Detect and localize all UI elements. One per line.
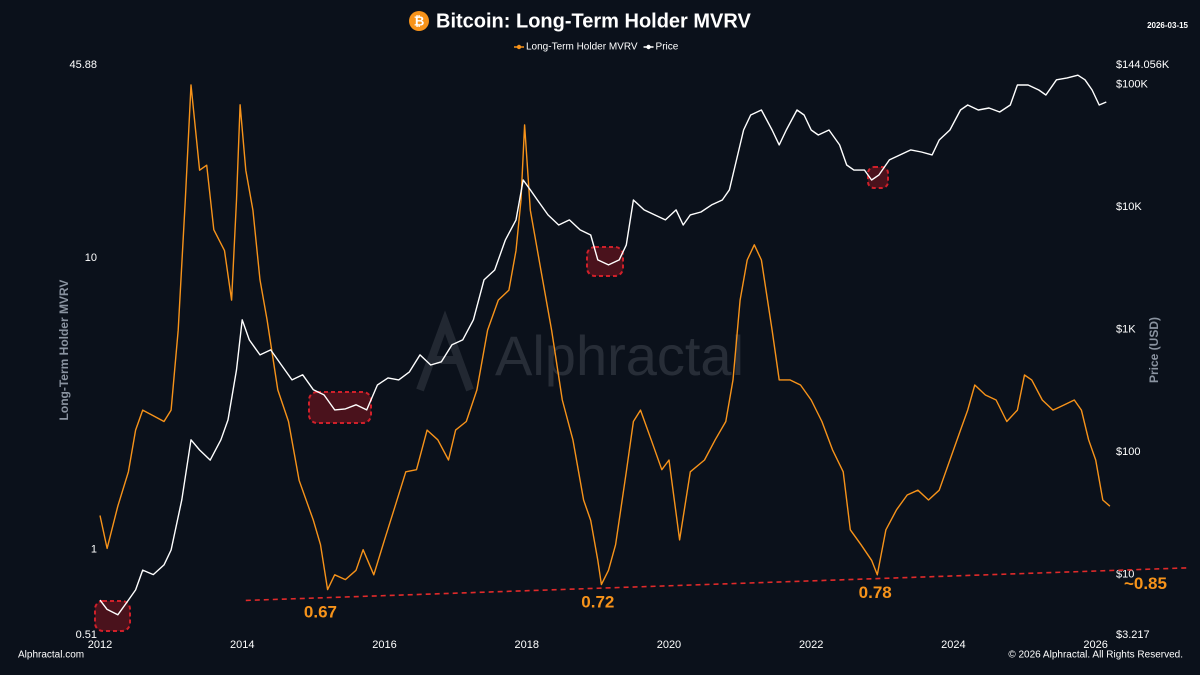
legend-label: Price (656, 42, 679, 53)
legend: Long-Term Holder MVRV Price (514, 42, 679, 53)
highlight-boxes (94, 166, 889, 632)
x-tick-label: 2014 (230, 639, 254, 651)
y2-tick-label: $100K (1116, 78, 1148, 90)
y2-tick-label: $3.217 (1116, 629, 1150, 641)
watermark: Alphractal (495, 324, 744, 387)
bitcoin-icon-symbol: ₿ (414, 13, 425, 28)
annotation: 0.72 (581, 593, 614, 612)
highlight-box (586, 246, 624, 277)
y-axis-title: Long-Term Holder MVRV (57, 280, 71, 421)
series-line (99, 74, 1107, 616)
date: 2026-03-15 (1147, 21, 1188, 30)
legend-marker (516, 44, 522, 50)
annotation: ~0.85 (1124, 574, 1167, 593)
x-tick-label: 2026 (1083, 639, 1107, 651)
annotation: 0.67 (304, 602, 337, 621)
x-tick-label: 2012 (88, 639, 112, 651)
y2-tick-label: $1K (1116, 323, 1136, 335)
highlight-box (867, 166, 889, 189)
x-tick-label: 2018 (514, 639, 538, 651)
bitcoin-icon (409, 11, 429, 31)
footer-copyright: © 2026 Alphractal. All Rights Reserved. (1008, 650, 1183, 661)
footer-source: Alphractal.com (18, 650, 84, 661)
x-tick-label: 2020 (657, 639, 681, 651)
watermark-logo (416, 310, 474, 392)
x-tick-label: 2016 (372, 639, 396, 651)
trend-line (245, 566, 1191, 602)
highlight-box (94, 600, 131, 632)
highlight-box (308, 391, 372, 424)
y2-tick-label: $10 (1116, 569, 1134, 581)
chart-title: Bitcoin: Long-Term Holder MVRV (436, 10, 751, 32)
x-tick-label: 2024 (941, 639, 965, 651)
y-tick-label: 45.88 (69, 59, 97, 71)
y-tick-label: 1 (91, 544, 97, 556)
y2-axis-title: Price (USD) (1147, 317, 1161, 383)
annotation: 0.78 (859, 583, 892, 602)
y2-tick-label: $10K (1116, 201, 1142, 213)
legend-label: Long-Term Holder MVRV (526, 42, 638, 53)
y2-tick-label: $100 (1116, 446, 1140, 458)
y2-tick-label: $144.056K (1116, 59, 1170, 71)
y-tick-label: 0.51 (76, 629, 97, 641)
y-tick-label: 10 (85, 252, 97, 264)
x-tick-label: 2022 (799, 639, 823, 651)
legend-marker (646, 44, 651, 50)
series-line (99, 84, 1111, 591)
